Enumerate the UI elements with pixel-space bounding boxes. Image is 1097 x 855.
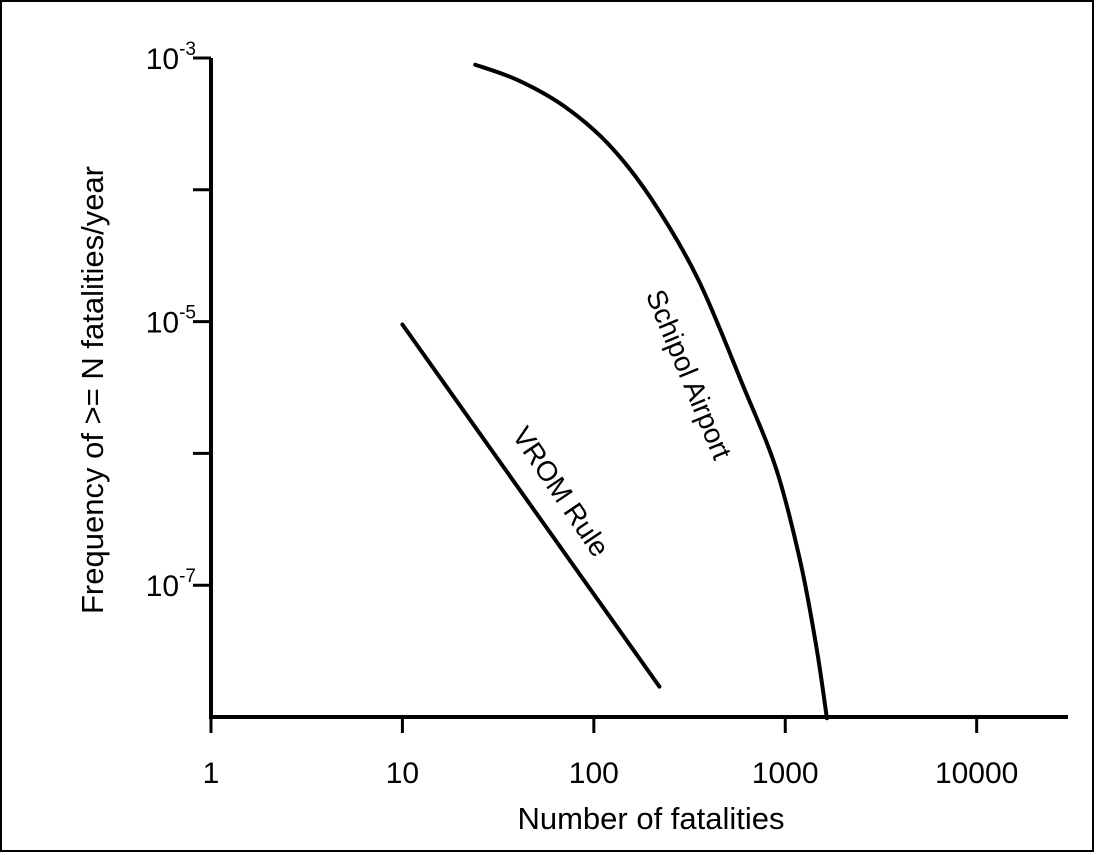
schipol-airport-curve xyxy=(473,62,829,721)
x-tick-label: 100 xyxy=(569,757,619,790)
vrom-rule-line xyxy=(400,322,662,689)
series-layer xyxy=(400,62,829,721)
x-tick-label: 10000 xyxy=(935,757,1018,790)
y-tick-label: 10-3 xyxy=(146,39,196,76)
y-ticks: 10-3 10-5 10-7 xyxy=(146,39,211,603)
axes xyxy=(209,58,1068,719)
y-axis-title: Frequency of >= N fatalities/year xyxy=(75,166,110,614)
y-tick-label: 10-5 xyxy=(146,303,196,340)
x-axis-title: Number of fatalities xyxy=(517,801,784,836)
x-tick-label: 10 xyxy=(386,757,419,790)
y-tick-label: 10-7 xyxy=(146,566,196,603)
x-tick-label: 1 xyxy=(203,757,220,790)
x-ticks: 1 10 100 1000 10000 xyxy=(203,717,1018,790)
schipol-airport-label: Schipol Airport xyxy=(640,285,738,464)
x-tick-label: 1000 xyxy=(752,757,819,790)
